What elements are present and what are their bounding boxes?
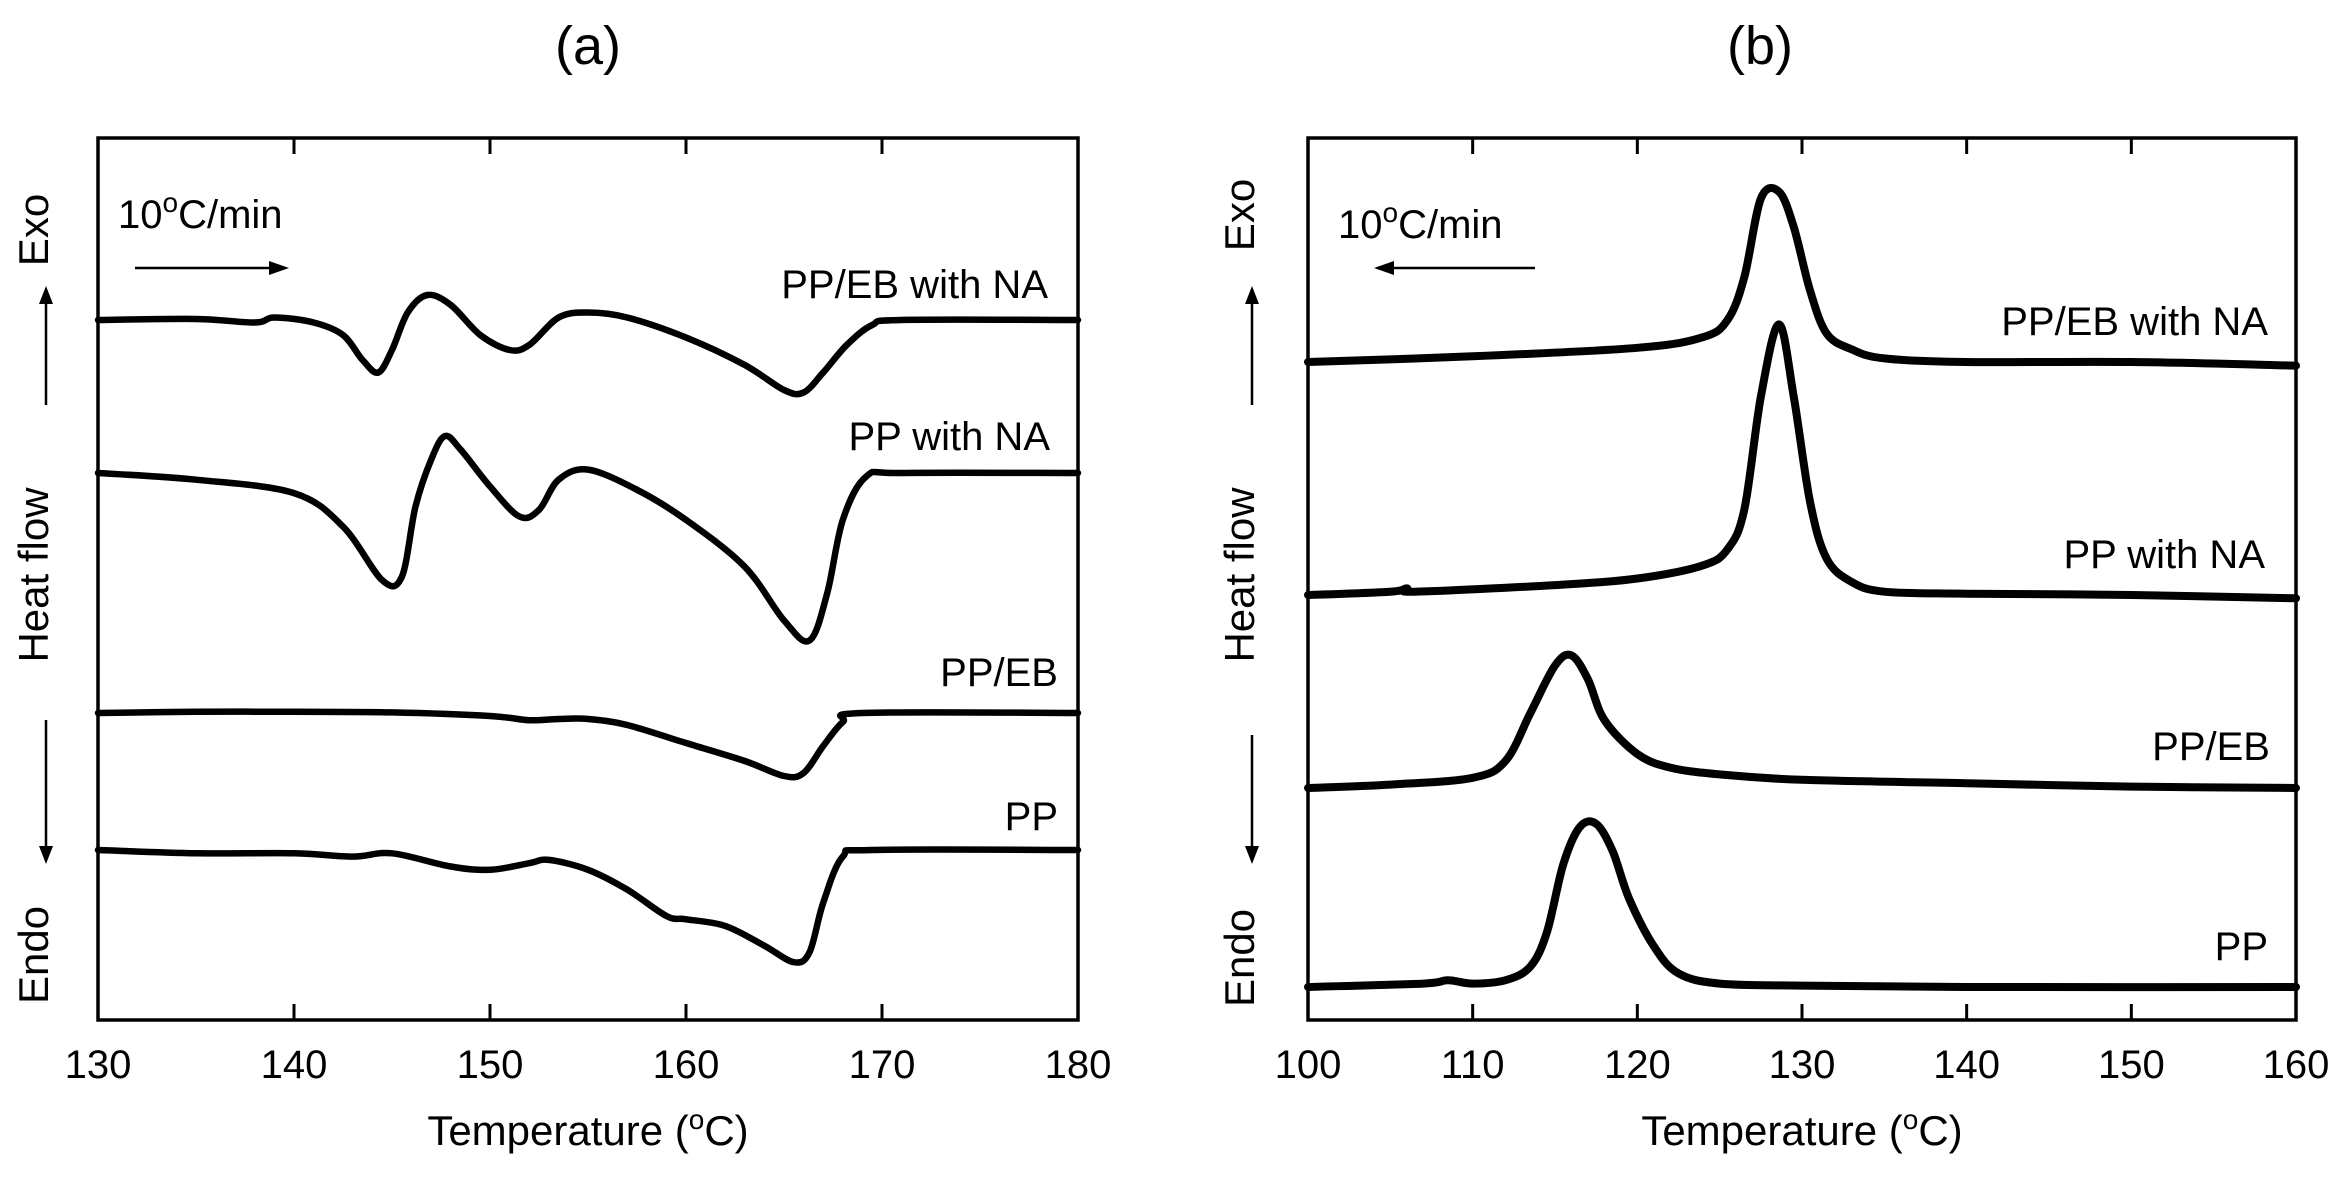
y-label-heat-flow: Heat flow [1216, 487, 1263, 663]
y-label-exo: Exo [1216, 179, 1263, 251]
x-tick-label: 110 [1441, 1043, 1505, 1087]
x-tick-label: 130 [1769, 1043, 1836, 1087]
x-tick-label: 100 [1275, 1043, 1342, 1087]
exo-arrow-head [39, 286, 53, 304]
x-tick-label: 170 [849, 1043, 916, 1087]
x-tick-label: 150 [2098, 1043, 2165, 1087]
heating-rate-label: 10oC/min [1338, 197, 1503, 247]
x-axis-title: Temperature (oC) [1641, 1104, 1962, 1154]
series-label: PP with NA [848, 415, 1050, 459]
y-label-endo: Endo [1216, 909, 1263, 1007]
series-line-pp-eb-with-na [94, 291, 1082, 398]
series-line-pp-with-na [1304, 320, 2300, 603]
y-label-exo: Exo [10, 194, 57, 266]
endo-arrow-head [1245, 846, 1259, 864]
series-line-pp [94, 846, 1082, 966]
x-tick-label: 150 [457, 1043, 524, 1087]
rate-arrow-head [269, 261, 289, 275]
x-tick-label: 160 [653, 1043, 720, 1087]
heating-rate-label: 10oC/min [118, 187, 283, 237]
x-tick-label: 120 [1604, 1043, 1671, 1087]
series-line-pp-with-na [94, 432, 1082, 645]
rate-arrow-head [1374, 261, 1394, 275]
series-line-pp-eb [1304, 650, 2300, 792]
panel-a: (a) 130 140 150 160 170 180 Temperature (oC) Exo… [10, 16, 1111, 1154]
series-label: PP/EB [940, 651, 1058, 695]
y-label-heat-flow: Heat flow [10, 487, 57, 663]
panel-b: (b) 100 110 120 130 140 150 160 Temperature (oC)… [1216, 16, 2328, 1154]
series-label: PP/EB with NA [2001, 300, 2268, 344]
y-label-endo: Endo [10, 906, 57, 1004]
endo-arrow-head [39, 846, 53, 864]
x-tick-label: 140 [261, 1043, 328, 1087]
x-tick-label: 180 [1045, 1043, 1112, 1087]
plot-frame [96, 136, 1080, 1022]
series-label: PP [2215, 925, 2268, 969]
panel-label: (b) [1727, 16, 1793, 76]
panel-label: (a) [555, 16, 621, 76]
series-label: PP with NA [2063, 533, 2265, 577]
series-line-pp [1304, 817, 2300, 992]
series-label: PP/EB with NA [781, 263, 1048, 307]
x-tick-label: 140 [1933, 1043, 2000, 1087]
exo-arrow-head [1245, 286, 1259, 304]
x-tick-label: 160 [2263, 1043, 2328, 1087]
series-line-pp-eb [94, 708, 1082, 781]
series-label: PP/EB [2152, 725, 2270, 769]
series-label: PP [1005, 795, 1058, 839]
x-axis-title: Temperature (oC) [427, 1104, 748, 1154]
series-line-pp-eb-with-na [1304, 184, 2300, 370]
x-tick-label: 130 [65, 1043, 132, 1087]
